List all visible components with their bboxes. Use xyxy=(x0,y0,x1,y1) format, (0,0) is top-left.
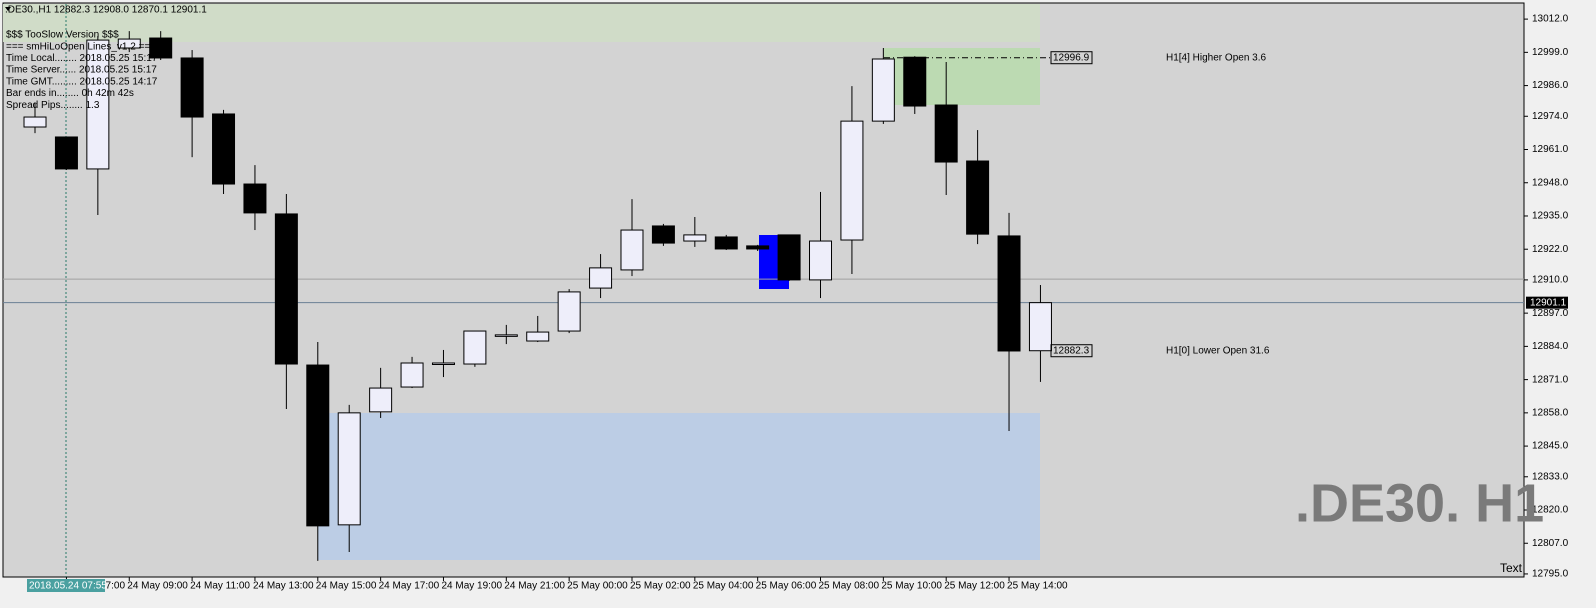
y-tick-label: 12820.0 xyxy=(1532,505,1569,516)
candle-body xyxy=(777,234,801,281)
info-line: Time Local........ 2018.05.25 15:17 xyxy=(6,53,158,64)
info-line: Spread Pips........ 1.3 xyxy=(6,100,100,111)
info-line: $$$ TooSlow Version $$$ xyxy=(6,30,119,41)
candle-body xyxy=(903,56,927,107)
bid-label: 12901.1 xyxy=(1530,297,1567,308)
x-tick-label: 24 May 11:00 xyxy=(190,581,250,592)
y-tick-label: 12858.0 xyxy=(1532,407,1569,418)
level-text: H1[4] Higher Open 3.6 xyxy=(1166,52,1266,63)
candle-body xyxy=(557,291,581,332)
watermark: .DE30. H1 xyxy=(1295,473,1544,533)
level-text: H1[0] Lower Open 31.6 xyxy=(1166,345,1270,356)
candle-body xyxy=(117,38,141,49)
candle-body xyxy=(463,330,487,365)
crosshair-label-bg xyxy=(27,579,105,592)
x-tick-label: 25 May 12:00 xyxy=(944,581,1005,592)
y-tick-label: 12922.0 xyxy=(1532,244,1569,255)
candle-body xyxy=(212,113,236,185)
info-line: Time Server...... 2018.05.25 15:17 xyxy=(6,65,157,76)
marks: 12996.9 H1[4] Higher Open 3.6 12882.3 H1[0]… xyxy=(3,31,1524,561)
corner-text: Text xyxy=(1500,561,1523,575)
y-tick-label: 12948.0 xyxy=(1532,177,1569,188)
y-tick-label: 13012.0 xyxy=(1532,14,1569,25)
candle-body xyxy=(306,364,330,527)
x-tick-label: 25 May 06:00 xyxy=(756,581,817,592)
candle-body xyxy=(54,136,78,170)
candle-body xyxy=(180,57,204,118)
candle-body xyxy=(526,331,550,342)
candle-body xyxy=(23,116,47,128)
info-line: === smHiLoOpen Lines_v1.2 === xyxy=(6,41,156,52)
candle-body xyxy=(620,229,644,271)
candle-body xyxy=(274,213,298,365)
y-tick-label: 12884.0 xyxy=(1532,341,1569,352)
x-tick-label: 24 May 09:00 xyxy=(127,581,188,592)
x-tick-label: 25 May 08:00 xyxy=(819,581,880,592)
crosshair-label: 2018.05.24 07:55 xyxy=(29,581,107,592)
header: .DE30.,H1 12882.3 12908.0 12870.1 12901.… xyxy=(5,5,207,16)
level-box xyxy=(1050,51,1093,65)
y-tick-label: 12795.0 xyxy=(1532,569,1569,580)
x-tick-label: 25 May 04:00 xyxy=(693,581,754,592)
header-arrow xyxy=(5,7,11,11)
level-value: 12882.3 xyxy=(1053,345,1090,356)
candle-body xyxy=(149,37,173,59)
y-tick-label: 12871.0 xyxy=(1532,374,1569,385)
x-tick-label: 25 May 14:00 xyxy=(1007,581,1068,592)
candle-body xyxy=(337,412,361,526)
y-tick-label: 12833.0 xyxy=(1532,471,1569,482)
candle-body xyxy=(86,39,110,170)
x-tick-label: 24 May 17:00 xyxy=(379,581,440,592)
info-line: Time GMT......... 2018.05.25 14:17 xyxy=(6,76,158,87)
x-tick-label: 25 May 00:00 xyxy=(567,581,628,592)
bid-label-bg xyxy=(1526,296,1568,309)
candle-body xyxy=(494,334,518,337)
y-tick-label: 12961.0 xyxy=(1532,144,1569,155)
candle-body xyxy=(369,387,393,413)
candle-body xyxy=(431,362,455,365)
info-line: Bar ends in........ 0h 42m 42s xyxy=(6,88,134,99)
candle-body xyxy=(966,160,990,235)
level-box xyxy=(1050,344,1093,358)
candle-body xyxy=(243,183,267,214)
y-tick-label: 12986.0 xyxy=(1532,80,1569,91)
y-tick-label: 12807.0 xyxy=(1532,538,1569,549)
x-tick-label: 25 May 10:00 xyxy=(881,581,942,592)
candle-body xyxy=(683,234,707,242)
y-tick-label: 12897.0 xyxy=(1532,308,1569,319)
candle-body xyxy=(934,104,958,163)
zone-high xyxy=(3,4,1040,42)
y-tick-label: 12910.0 xyxy=(1532,275,1569,286)
y-tick-label: 12845.0 xyxy=(1532,441,1569,452)
y-tick-label: 12999.0 xyxy=(1532,47,1569,58)
candle-body xyxy=(840,120,864,241)
candle-body xyxy=(997,235,1021,352)
level-value: 12996.9 xyxy=(1053,52,1090,63)
candle-body xyxy=(746,245,770,250)
zone-low xyxy=(318,413,1040,560)
candle-body xyxy=(809,240,833,281)
y-tick-label: 12935.0 xyxy=(1532,211,1569,222)
candle-body xyxy=(871,58,895,122)
x-tick-label: 24 May 15:00 xyxy=(316,581,377,592)
x-tick-label: 25 May 02:00 xyxy=(630,581,691,592)
candle-body xyxy=(651,225,675,244)
candle-body xyxy=(714,236,738,250)
candle-body xyxy=(589,267,613,289)
x-tick-label: 24 May 13:00 xyxy=(253,581,314,592)
candle-body xyxy=(400,362,424,388)
y-tick-label: 12974.0 xyxy=(1532,111,1569,122)
x-tick-label: 24 May 21:00 xyxy=(504,581,565,592)
x-tick-label: 24 May 19:00 xyxy=(441,581,502,592)
candle-body xyxy=(1028,302,1052,352)
